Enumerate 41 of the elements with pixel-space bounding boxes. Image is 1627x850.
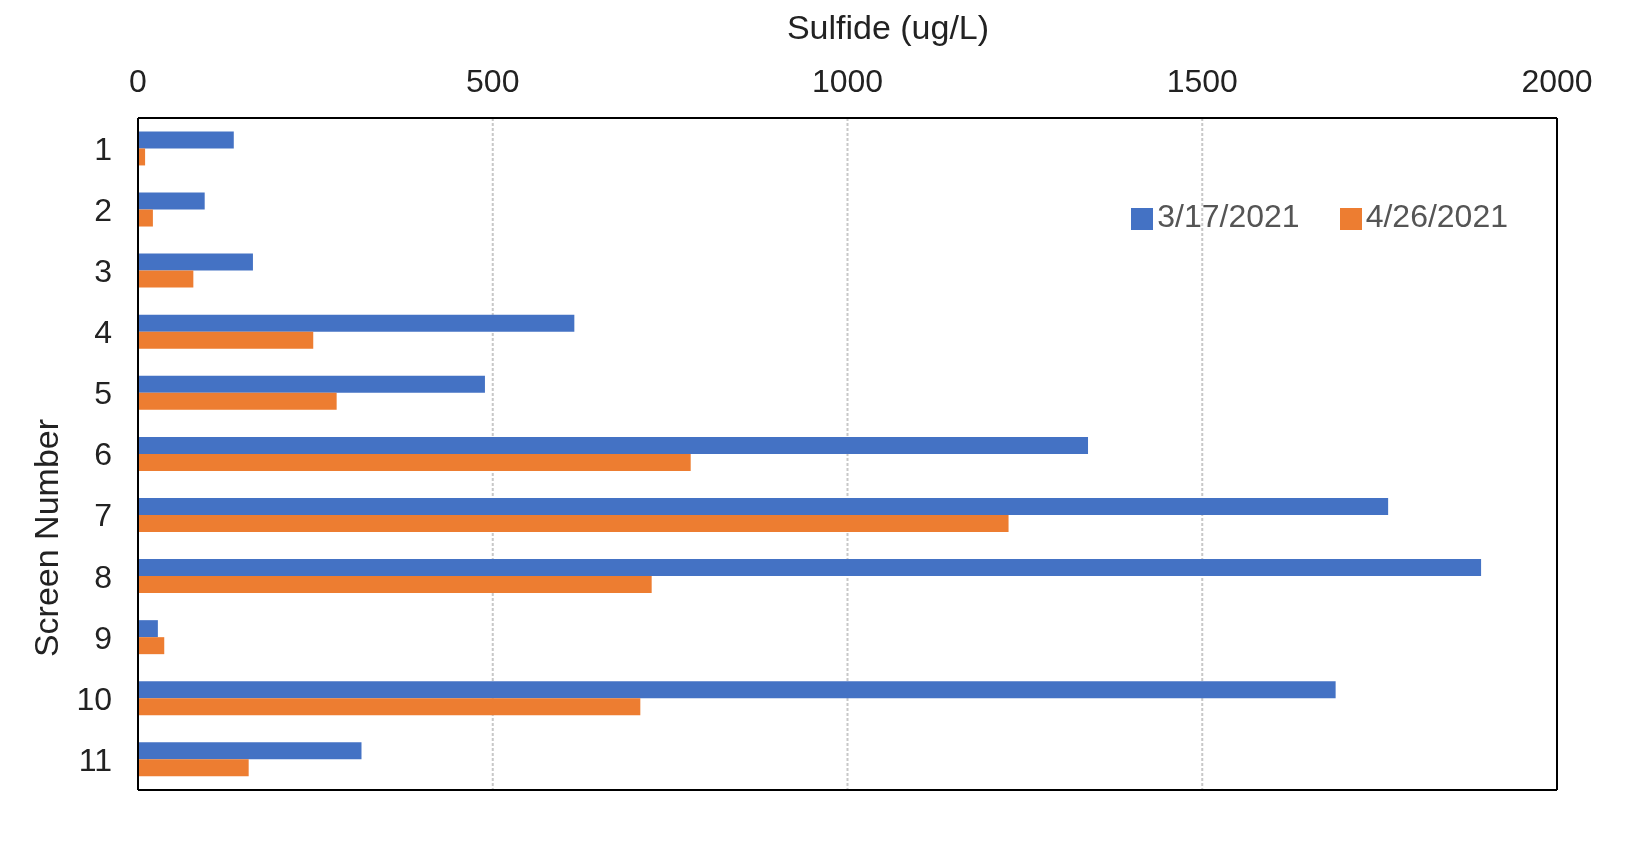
bar bbox=[138, 559, 1482, 577]
y-tick-label: 2 bbox=[94, 192, 112, 228]
bar bbox=[138, 698, 641, 716]
bar bbox=[138, 392, 337, 410]
y-tick-label: 11 bbox=[78, 741, 112, 778]
bar bbox=[138, 331, 314, 349]
legend-label: 3/17/2021 bbox=[1157, 198, 1300, 234]
y-tick-label: 9 bbox=[94, 619, 112, 656]
y-tick-label: 5 bbox=[94, 375, 112, 412]
bar bbox=[138, 514, 1009, 532]
bar bbox=[138, 375, 485, 393]
x-axis-title: Sulfide (ug/L) bbox=[785, 8, 991, 47]
bar bbox=[138, 681, 1336, 699]
bar bbox=[138, 620, 158, 638]
bar bbox=[138, 576, 652, 594]
y-tick-label: 3 bbox=[94, 253, 112, 290]
y-tick-label: 1 bbox=[94, 130, 112, 167]
x-tick-label: 0 bbox=[129, 63, 147, 99]
y-axis-title: Screen Number bbox=[26, 418, 66, 658]
x-tick-label: 1000 bbox=[811, 63, 884, 99]
bar bbox=[138, 209, 153, 227]
bar bbox=[138, 131, 234, 149]
y-tick-label: 7 bbox=[94, 497, 112, 534]
x-tick-label: 500 bbox=[466, 63, 520, 99]
legend-label: 4/26/2021 bbox=[1365, 198, 1508, 234]
y-tick-label: 10 bbox=[76, 680, 112, 717]
y-tick-label: 6 bbox=[94, 436, 112, 473]
bar bbox=[138, 192, 205, 210]
y-tick-label: 4 bbox=[94, 314, 112, 351]
bar bbox=[138, 759, 249, 777]
bar bbox=[138, 453, 691, 471]
bar bbox=[138, 436, 1089, 454]
bar bbox=[138, 637, 165, 655]
y-tick-label: 8 bbox=[94, 558, 112, 595]
bar bbox=[138, 497, 1389, 515]
x-tick-label: 2000 bbox=[1521, 63, 1593, 99]
x-tick-label: 1500 bbox=[1166, 63, 1238, 99]
bar bbox=[138, 742, 362, 760]
bar bbox=[138, 253, 253, 271]
bar bbox=[138, 314, 575, 332]
bar bbox=[138, 270, 194, 288]
